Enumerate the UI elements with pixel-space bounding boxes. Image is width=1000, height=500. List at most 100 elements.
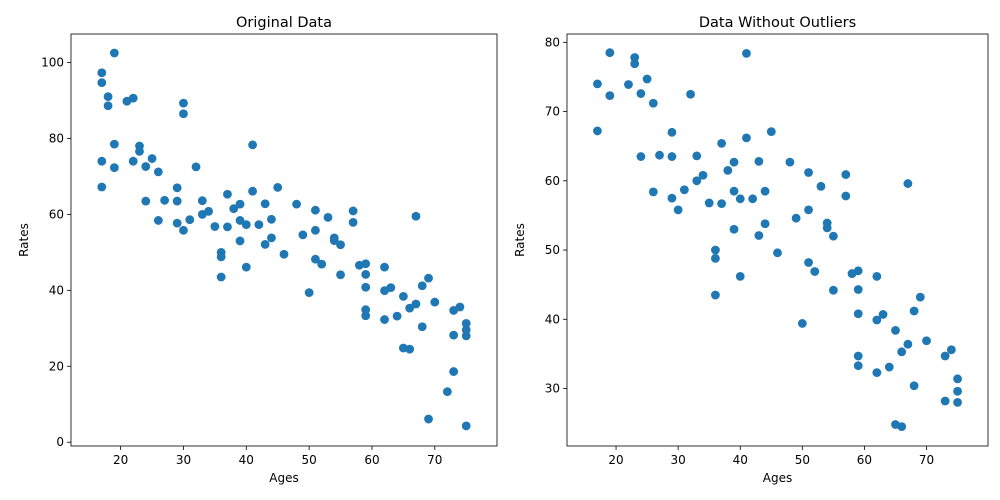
- left-data-point: [197, 196, 207, 206]
- left-data-point: [103, 101, 113, 111]
- left-data-point: [128, 93, 138, 103]
- right-data-point: [742, 48, 751, 58]
- right-data-point: [711, 245, 720, 255]
- right-data-point: [636, 89, 646, 98]
- left-data-point: [449, 367, 459, 376]
- left-y-tick-label: 80: [49, 131, 64, 145]
- left-data-point: [97, 78, 107, 88]
- left-x-axis-label: Ages: [269, 471, 298, 485]
- right-y-axis-label: Rates: [513, 223, 527, 257]
- right-data-point: [605, 48, 615, 58]
- right-y-tick-label: 80: [545, 35, 560, 49]
- left-y-tick-label: 20: [49, 359, 64, 373]
- left-data-point: [160, 195, 170, 205]
- right-data-point: [717, 199, 727, 209]
- left-x-tick-label: 50: [301, 453, 316, 467]
- right-y-tick-label: 70: [545, 105, 560, 119]
- left-data-point: [323, 213, 333, 222]
- right-x-axis-label: Ages: [763, 471, 792, 485]
- left-points: [97, 48, 471, 431]
- left-data-point: [172, 218, 182, 228]
- right-axes-frame: [566, 33, 989, 447]
- left-data-point: [461, 421, 471, 431]
- right-data-point: [624, 80, 633, 89]
- left-data-point: [311, 205, 320, 215]
- right-data-point: [630, 59, 640, 69]
- right-data-point: [692, 176, 702, 186]
- left-data-point: [216, 272, 226, 282]
- left-data-point: [185, 215, 195, 225]
- right-data-point: [878, 310, 888, 319]
- left-data-point: [361, 311, 371, 321]
- left-data-point: [380, 315, 389, 324]
- right-data-point: [667, 193, 677, 203]
- left-data-point: [380, 262, 389, 272]
- right-data-point: [760, 186, 770, 196]
- right-data-point: [717, 139, 727, 148]
- left-data-point: [405, 303, 415, 313]
- right-data-point: [810, 267, 820, 276]
- left-data-point: [179, 98, 188, 108]
- right-data-point: [642, 74, 652, 84]
- left-y-axis-label: Rates: [17, 223, 31, 257]
- right-data-point: [593, 126, 602, 136]
- left-data-point: [153, 167, 163, 177]
- left-data-point: [317, 259, 327, 269]
- right-x-tick-label: 30: [671, 453, 686, 467]
- left-data-point: [348, 217, 358, 227]
- left-data-point: [461, 318, 471, 328]
- left-data-point: [97, 182, 107, 192]
- right-data-point: [884, 362, 894, 372]
- right-data-point: [742, 133, 751, 143]
- right-data-point: [630, 53, 640, 62]
- right-data-point: [828, 231, 838, 241]
- left-data-point: [361, 269, 371, 279]
- right-x-tick-label: 70: [919, 453, 934, 467]
- right-data-point: [593, 79, 602, 89]
- left-data-point: [455, 302, 465, 312]
- right-data-point: [853, 351, 863, 361]
- right-data-point: [648, 187, 658, 197]
- left-data-point: [254, 220, 264, 230]
- left-data-point: [411, 211, 421, 221]
- right-data-point: [692, 151, 702, 161]
- right-data-point: [909, 381, 919, 391]
- left-data-point: [267, 214, 276, 224]
- left-x-tick-label: 20: [113, 453, 128, 467]
- right-points: [593, 48, 962, 432]
- right-data-point: [872, 315, 882, 325]
- right-data-point: [773, 248, 782, 258]
- left-data-point: [241, 262, 251, 272]
- left-data-point: [204, 206, 214, 216]
- right-data-point: [841, 191, 851, 201]
- left-data-point: [449, 330, 459, 340]
- left-ticks: 20 30 40 50 60 70 0 20 40 60 80 100: [41, 55, 442, 467]
- left-data-point: [235, 216, 245, 225]
- left-data-point: [229, 204, 239, 214]
- left-data-point: [128, 156, 138, 166]
- left-data-point: [461, 331, 471, 341]
- left-y-tick-label: 40: [49, 283, 64, 297]
- right-data-point: [711, 253, 720, 263]
- right-data-point: [853, 285, 863, 294]
- left-data-point: [223, 189, 232, 199]
- left-data-point: [398, 291, 408, 301]
- right-data-point: [828, 285, 838, 295]
- right-data-point: [853, 309, 863, 319]
- right-data-point: [872, 368, 882, 378]
- left-data-point: [424, 414, 433, 424]
- left-chart-title: Original Data: [236, 15, 332, 31]
- right-data-point: [841, 170, 851, 179]
- left-data-point: [329, 236, 339, 245]
- left-data-point: [311, 225, 320, 235]
- left-axes-frame: [70, 33, 498, 447]
- right-data-point: [853, 266, 863, 276]
- right-y-tick-label: 50: [545, 243, 560, 257]
- left-data-point: [172, 183, 182, 193]
- right-data-point: [953, 397, 962, 407]
- right-data-point: [723, 166, 733, 175]
- right-data-point: [729, 224, 739, 234]
- left-y-tick-label: 0: [56, 435, 64, 449]
- left-data-point: [141, 162, 151, 171]
- right-data-point: [698, 170, 708, 180]
